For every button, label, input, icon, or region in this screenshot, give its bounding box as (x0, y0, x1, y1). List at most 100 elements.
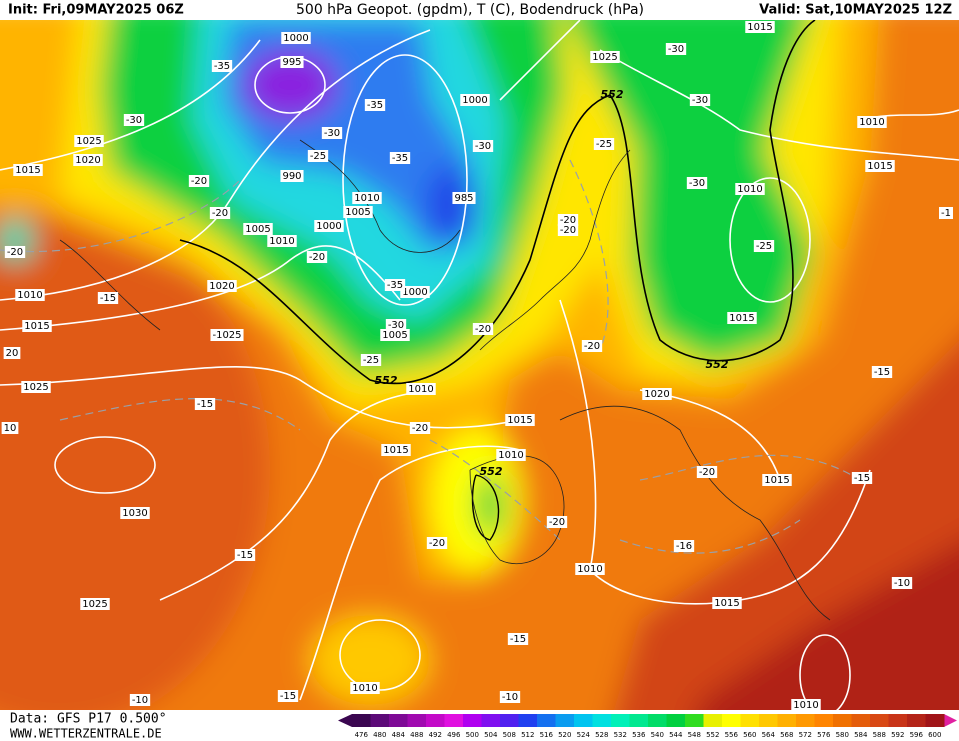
label-text: -35 (387, 280, 403, 291)
label-box (73, 154, 103, 166)
label-box (381, 444, 411, 456)
isobar-label: 1010 (267, 235, 297, 247)
isobar-label: -30 (686, 177, 708, 189)
scale-arrow-right (944, 714, 957, 727)
isobar-label: -25 (360, 354, 382, 366)
scale-label: 552 (706, 731, 719, 739)
label-box (211, 60, 233, 72)
label-box (851, 472, 873, 484)
valid-time: Valid: Sat,10MAY2025 12Z (759, 3, 952, 18)
label-box (314, 220, 344, 232)
label-text: 1010 (498, 450, 523, 461)
isobar-label: -20 (4, 246, 26, 258)
label-text: -25 (310, 151, 326, 162)
label-text: -20 (560, 215, 576, 226)
label-box (735, 183, 765, 195)
scale-swatch (722, 714, 741, 727)
label-box (389, 152, 411, 164)
label-box (15, 289, 45, 301)
label-box (472, 140, 494, 152)
label-box (686, 177, 708, 189)
contour-552 (179, 20, 816, 385)
label-text: -25 (363, 355, 379, 366)
isobar-label: -15 (234, 549, 256, 561)
isobar-label: 1015 (865, 160, 895, 172)
isobar-label: 1025 (80, 598, 110, 610)
label-box (306, 251, 328, 263)
isobar-label: 1010 (791, 699, 821, 711)
scale-swatch (629, 714, 649, 727)
label-text: -20 (699, 467, 715, 478)
label-text: -1 (941, 208, 951, 219)
label-text: 1005 (245, 224, 270, 235)
isobar-label: -25 (753, 240, 775, 252)
scale-label: 584 (854, 731, 868, 739)
label-text: -20 (309, 252, 325, 263)
scale-label: 512 (521, 731, 534, 739)
label-box (350, 682, 380, 694)
label-text: 1015 (714, 598, 739, 609)
label-text: 1010 (793, 700, 818, 711)
isobar-label: 1015 (505, 414, 535, 426)
label-box (380, 329, 410, 341)
label-box (891, 577, 913, 589)
isobar-label: 1010 (352, 192, 382, 204)
scale-swatch (907, 714, 926, 727)
label-text: -30 (324, 128, 340, 139)
label-text: -20 (549, 517, 565, 528)
scale-swatch (833, 714, 852, 727)
label-box (557, 224, 579, 236)
scale-label: 592 (891, 731, 904, 739)
label-text: 1025 (82, 599, 107, 610)
isobar-label: -30 (689, 94, 711, 106)
isobar-label: -20 (472, 323, 494, 335)
isobar-label: -20 (581, 340, 603, 352)
data-source: Data: GFS P17 0.500° (10, 712, 167, 727)
isobar-label: -15 (851, 472, 873, 484)
scale-label: 476 (355, 731, 369, 739)
label-box (581, 340, 603, 352)
geopotential-label: 552 (706, 358, 729, 371)
scale-label: 496 (447, 731, 461, 739)
map-labels: 1015 -30 1025 -30 1010 -25 1015 -30 1010 -20 -20 -2… (1, 21, 953, 711)
label-text: 1025 (76, 136, 101, 147)
label-text: -16 (676, 541, 692, 552)
scale-label: 548 (688, 731, 701, 739)
scale-label: 500 (466, 731, 479, 739)
scale-swatch (870, 714, 889, 727)
label-box (384, 279, 406, 291)
label-text: 1020 (209, 281, 234, 292)
scale-swatch (648, 714, 667, 727)
geopotential-label: 552 (480, 465, 503, 478)
isobar-label: 1000 (460, 94, 490, 106)
label-text: 1000 (283, 33, 308, 44)
isobar-label: -15 (194, 398, 216, 410)
label-box (281, 32, 311, 44)
isobar-label: -10 (499, 691, 521, 703)
label-box (791, 699, 821, 711)
label-box (575, 563, 605, 575)
label-text: 1010 (737, 184, 762, 195)
label-text: 1000 (316, 221, 341, 232)
label-text: 1010 (17, 290, 42, 301)
isobar-label: -20 (696, 466, 718, 478)
isobar-label: -20 (557, 214, 579, 226)
scale-swatch (481, 714, 501, 727)
isobar-label: -16 (673, 540, 695, 552)
label-box (590, 51, 620, 63)
label-box (557, 214, 579, 226)
label-text: -35 (392, 153, 408, 164)
isobar-label: 1015 (13, 164, 43, 176)
label-box (234, 549, 256, 561)
isobar-label: -35 (211, 60, 233, 72)
scale-label: 508 (503, 731, 516, 739)
scale-swatch (352, 714, 371, 727)
label-box (123, 114, 145, 126)
scale-swatch (611, 714, 630, 727)
isobar-label: 1015 (727, 312, 757, 324)
label-text: -15 (197, 399, 213, 410)
label-box (727, 312, 757, 324)
scale-label: 540 (651, 731, 664, 739)
label-box (472, 323, 494, 335)
label-text: 1015 (747, 22, 772, 33)
